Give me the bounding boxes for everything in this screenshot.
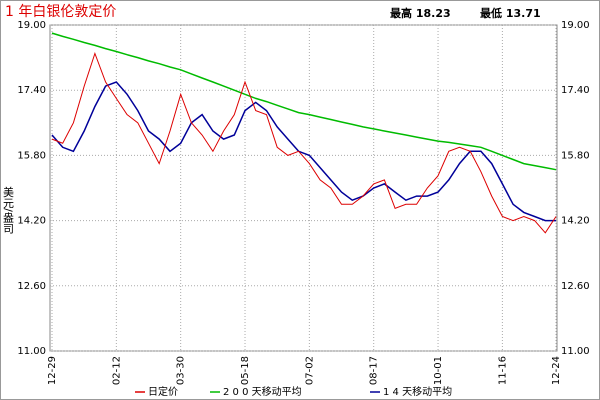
y-tick-label: 12.60 [17,281,46,292]
x-tick-label: 12-29 [47,356,58,385]
series-line [51,32,557,171]
x-tick-label: 08-17 [369,356,380,385]
y-tick-label-right: 15.80 [561,150,590,161]
x-tick-label: 03-30 [176,356,187,385]
low-label: 最低 13.71 [480,6,541,20]
x-tick-label: 10-01 [433,356,444,385]
y-tick-label-right: 19.00 [561,20,590,31]
y-tick-label: 11.00 [17,346,46,357]
x-tick-label: 05-18 [240,356,251,385]
plot-area [49,24,558,352]
y-tick-label: 19.00 [17,20,46,31]
x-tick-label: 07-02 [304,356,315,385]
high-label: 最高 18.23 [390,6,451,20]
y-tick-label: 17.40 [17,85,46,96]
y-tick-label: 15.80 [17,150,46,161]
series-line [51,51,557,234]
y-tick-label-right: 14.20 [561,216,590,227]
y-tick-label-right: 17.40 [561,85,590,96]
y-tick-label-right: 12.60 [561,281,590,292]
x-tick-label: 12-24 [551,356,562,385]
legend-label: 日定价 [148,385,178,398]
legend-label: 1 4 天移动平均 [383,385,452,398]
legend-label: 2 0 0 天移动平均 [223,385,302,398]
chart-title: 1 年白银伦敦定价 [5,4,116,20]
series-line [51,81,556,222]
x-tick-label: 02-12 [111,356,122,385]
y-tick-label-right: 11.00 [561,346,590,357]
y-tick-label: 14.20 [17,216,46,227]
y-axis-label: 美元/盎司 [2,186,15,234]
x-tick-label: 11-16 [497,356,508,385]
